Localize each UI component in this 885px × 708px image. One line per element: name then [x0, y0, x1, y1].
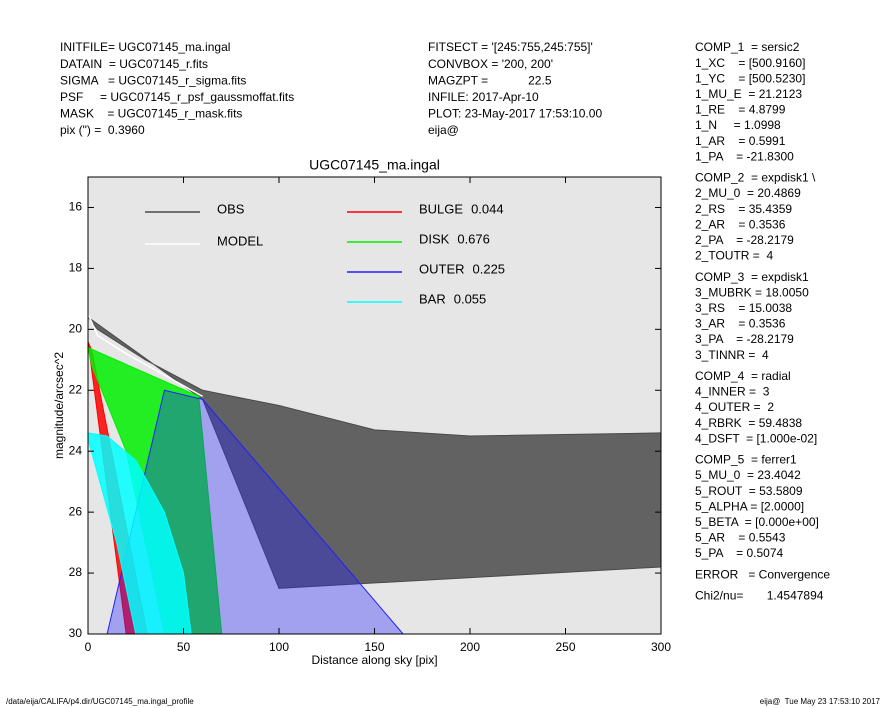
legend-label: OBS — [217, 201, 245, 216]
param-text: ERROR = Convergence — [695, 567, 830, 581]
param-text: 5_ALPHA = [2.0000] — [695, 499, 804, 513]
param-text: 5_ROUT = 53.5809 — [695, 484, 803, 498]
y-tick-label: 22 — [69, 382, 83, 396]
param-text: 5_MU_0 = 23.4042 — [695, 468, 801, 482]
legend-label: MODEL — [217, 233, 263, 248]
info-text: INITFILE= UGC07145_ma.ingal — [60, 40, 230, 54]
info-text: eija@ — [428, 123, 459, 137]
param-text: 2_AR = 0.3536 — [695, 217, 786, 231]
param-text: COMP_4 = radial — [695, 369, 791, 383]
info-text: SIGMA = UGC07145_r_sigma.fits — [60, 73, 246, 87]
y-tick-label: 20 — [69, 322, 83, 336]
info-text: MASK = UGC07145_r_mask.fits — [60, 107, 242, 121]
param-text: 1_YC = [500.5230] — [695, 71, 805, 85]
y-tick-label: 16 — [69, 200, 83, 214]
y-axis-label: magnitude/arcsec^2 — [52, 352, 66, 459]
footer-right: eija@ Tue May 23 17:53:10 2017 — [760, 697, 881, 706]
x-tick-label: 300 — [651, 640, 671, 654]
x-tick-label: 0 — [85, 640, 92, 654]
param-text: 2_TOUTR = 4 — [695, 249, 773, 263]
param-text: 2_RS = 35.4359 — [695, 202, 792, 216]
chart-title: UGC07145_ma.ingal — [309, 157, 440, 173]
component-area — [87, 316, 662, 589]
param-text: 1_MU_E = 21.2123 — [695, 87, 802, 101]
param-text: 1_RE = 4.8799 — [695, 103, 786, 117]
param-text: 3_TINNR = 4 — [695, 348, 769, 362]
info-text: INFILE: 2017-Apr-10 — [428, 90, 539, 104]
y-tick-label: 26 — [69, 504, 83, 518]
footer-left: /data/eija/CALIFA/p4.dir/UGC07145_ma.ing… — [6, 697, 194, 706]
x-tick-label: 50 — [177, 640, 191, 654]
param-text: 1_AR = 0.5991 — [695, 134, 786, 148]
param-text: 3_RS = 15.0038 — [695, 301, 792, 315]
model-line — [87, 313, 203, 398]
param-text: 5_BETA = [0.000e+00] — [695, 515, 819, 529]
param-text: 5_PA = 0.5074 — [695, 546, 784, 560]
component-area — [87, 432, 192, 635]
param-text: 4_INNER = 3 — [695, 385, 770, 399]
info-text: FITSECT = '[245:755,245:755]' — [428, 40, 593, 54]
param-text: COMP_1 = sersic2 — [695, 40, 800, 54]
legend-label: OUTER — [419, 261, 465, 276]
legend-fraction: 0.676 — [457, 231, 490, 246]
param-text: 4_RBRK = 59.4838 — [695, 416, 802, 430]
param-text: 5_AR = 0.5543 — [695, 531, 786, 545]
y-tick-label: 18 — [69, 261, 83, 275]
y-tick-label: 28 — [69, 565, 83, 579]
param-text: COMP_2 = expdisk1 \ — [695, 171, 816, 185]
legend-fraction: 0.055 — [454, 291, 487, 306]
x-tick-label: 250 — [555, 640, 575, 654]
x-tick-label: 150 — [364, 640, 384, 654]
param-text: COMP_3 = expdisk1 — [695, 270, 809, 284]
param-text: 3_MUBRK = 18.0050 — [695, 285, 809, 299]
info-text: DATAIN = UGC07145_r.fits — [60, 57, 208, 71]
param-text: COMP_5 = ferrer1 — [695, 453, 797, 467]
legend-label: BULGE — [419, 201, 463, 216]
info-text: MAGZPT = 22.5 — [428, 73, 552, 87]
param-text: Chi2/nu= 1.4547894 — [695, 589, 824, 603]
x-axis-label: Distance along sky [pix] — [311, 653, 437, 667]
param-text: 4_OUTER = 2 — [695, 400, 774, 414]
param-text: 3_AR = 0.3536 — [695, 317, 786, 331]
info-text: CONVBOX = '200, 200' — [428, 57, 553, 71]
info-text: PSF = UGC07145_r_psf_gaussmoffat.fits — [60, 90, 294, 104]
param-text: 1_N = 1.0998 — [695, 118, 781, 132]
x-tick-label: 200 — [460, 640, 480, 654]
param-text: 1_XC = [500.9160] — [695, 56, 805, 70]
y-tick-label: 30 — [69, 626, 83, 640]
y-tick-label: 24 — [69, 443, 83, 457]
legend-label: DISK — [419, 231, 450, 246]
legend-fraction: 0.225 — [473, 261, 506, 276]
param-text: 4_DSFT = [1.000e-02] — [695, 431, 817, 445]
param-text: 2_MU_0 = 20.4869 — [695, 186, 801, 200]
legend-label: BAR — [419, 291, 446, 306]
param-text: 2_PA = -28.2179 — [695, 233, 794, 247]
param-text: 3_PA = -28.2179 — [695, 332, 794, 346]
x-tick-label: 100 — [269, 640, 289, 654]
info-text: PLOT: 23-May-2017 17:53:10.00 — [428, 107, 602, 121]
param-text: 1_PA = -21.8300 — [695, 149, 794, 163]
legend-fraction: 0.044 — [471, 201, 504, 216]
info-text: pix (") = 0.3960 — [60, 123, 145, 137]
